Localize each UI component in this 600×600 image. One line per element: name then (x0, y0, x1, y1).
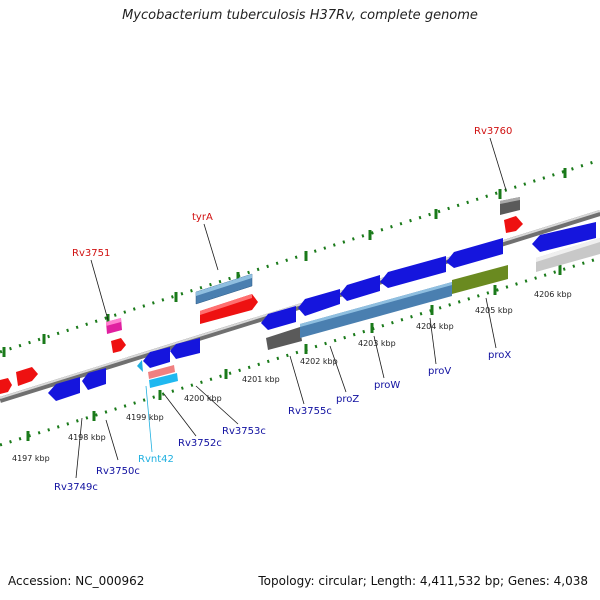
gene-Rv3750c[interactable] (82, 368, 106, 390)
gene-Rv3755c[interactable] (261, 306, 296, 330)
gene-right-blue[interactable] (532, 222, 596, 252)
kbp-label: 4199 kbp (126, 413, 164, 422)
leader-Rv3752c (163, 393, 197, 437)
gene-label-Rv3753c[interactable]: Rv3753c (222, 426, 266, 437)
gene-pro-domain-bar-highlight[interactable] (300, 282, 452, 327)
gene-cyan-feature[interactable] (149, 373, 178, 388)
leader-Rv3751 (90, 259, 109, 321)
gene-Rv3749c[interactable] (48, 377, 80, 401)
leader-Rv3760 (489, 137, 507, 191)
gene-label-Rv3749c[interactable]: Rv3749c (54, 482, 98, 493)
kbp-label: 4198 kbp (68, 433, 106, 442)
leader-Rv3755c (289, 355, 305, 405)
leader-tyrA (203, 223, 219, 271)
kbp-label: 4197 kbp (12, 454, 50, 463)
leader-proW (373, 335, 385, 379)
kbp-label: 4201 kbp (242, 375, 280, 384)
gene-label-tyrA[interactable]: tyrA (192, 212, 213, 223)
gene-label-proX[interactable]: proX (488, 350, 511, 361)
outer-major-ticks (2, 168, 567, 357)
leader-proX (485, 297, 497, 349)
kbp-label: 4202 kbp (300, 357, 338, 366)
inner-major-ticks (26, 265, 562, 441)
leader-Rv3749c (75, 417, 83, 479)
gene-label-Rv3752c[interactable]: Rv3752c (178, 438, 222, 449)
gene-label-Rv3760[interactable]: Rv3760 (474, 126, 512, 137)
leader-Rv3750c (105, 419, 119, 461)
genome-title: Mycobacterium tuberculosis H37Rv, comple… (122, 8, 478, 23)
gene-proX[interactable] (446, 238, 503, 268)
gene-label-proV[interactable]: proV (428, 366, 451, 377)
gene-proW[interactable] (340, 275, 380, 301)
gene-pro-domain-bar[interactable] (300, 282, 452, 338)
leader-Rvnt42 (145, 385, 153, 453)
gene-pink-feature[interactable] (148, 365, 175, 379)
gene-label-proZ[interactable]: proZ (336, 394, 359, 405)
leader-proZ (329, 345, 347, 393)
gene-label-proW[interactable]: proW (374, 380, 400, 391)
gene-Rv3760[interactable] (500, 197, 523, 233)
genome-summary-text: Topology: circular; Length: 4,411,532 bp… (258, 574, 588, 588)
gene-Rv3753c[interactable] (170, 338, 200, 359)
gene-tyrA[interactable] (195, 273, 258, 324)
gene-label-Rvnt42[interactable]: Rvnt42 (138, 454, 174, 465)
kbp-label: 4205 kbp (475, 306, 513, 315)
genome-backbone-highlight (0, 210, 600, 399)
gene-right-grey-top[interactable] (536, 238, 600, 262)
gene-forward-arrow[interactable] (16, 367, 38, 386)
kbp-label: 4200 kbp (184, 394, 222, 403)
gene-Rvnt42[interactable] (137, 360, 143, 372)
kbp-label: 4204 kbp (416, 322, 454, 331)
gene-Rv3752c[interactable] (143, 347, 170, 368)
leader-Rv3753c (195, 385, 239, 425)
leader-proV (429, 317, 437, 365)
gene-Rv3755c-grey[interactable] (266, 327, 302, 350)
gene-proX-domain[interactable] (452, 265, 508, 294)
gene-label-Rv3755c[interactable]: Rv3755c (288, 406, 332, 417)
gene-label-Rv3751[interactable]: Rv3751 (72, 248, 110, 259)
gene-forward-arrow[interactable] (0, 378, 12, 394)
kbp-label: 4206 kbp (534, 290, 572, 299)
accession-text: Accession: NC_000962 (8, 574, 145, 588)
kbp-label: 4203 kbp (358, 339, 396, 348)
gene-Rv3751[interactable] (106, 318, 126, 353)
gene-proZ[interactable] (298, 289, 340, 316)
gene-label-Rv3750c[interactable]: Rv3750c (96, 466, 140, 477)
gene-proV[interactable] (380, 256, 446, 288)
reverse-strand-genes[interactable] (48, 222, 596, 401)
